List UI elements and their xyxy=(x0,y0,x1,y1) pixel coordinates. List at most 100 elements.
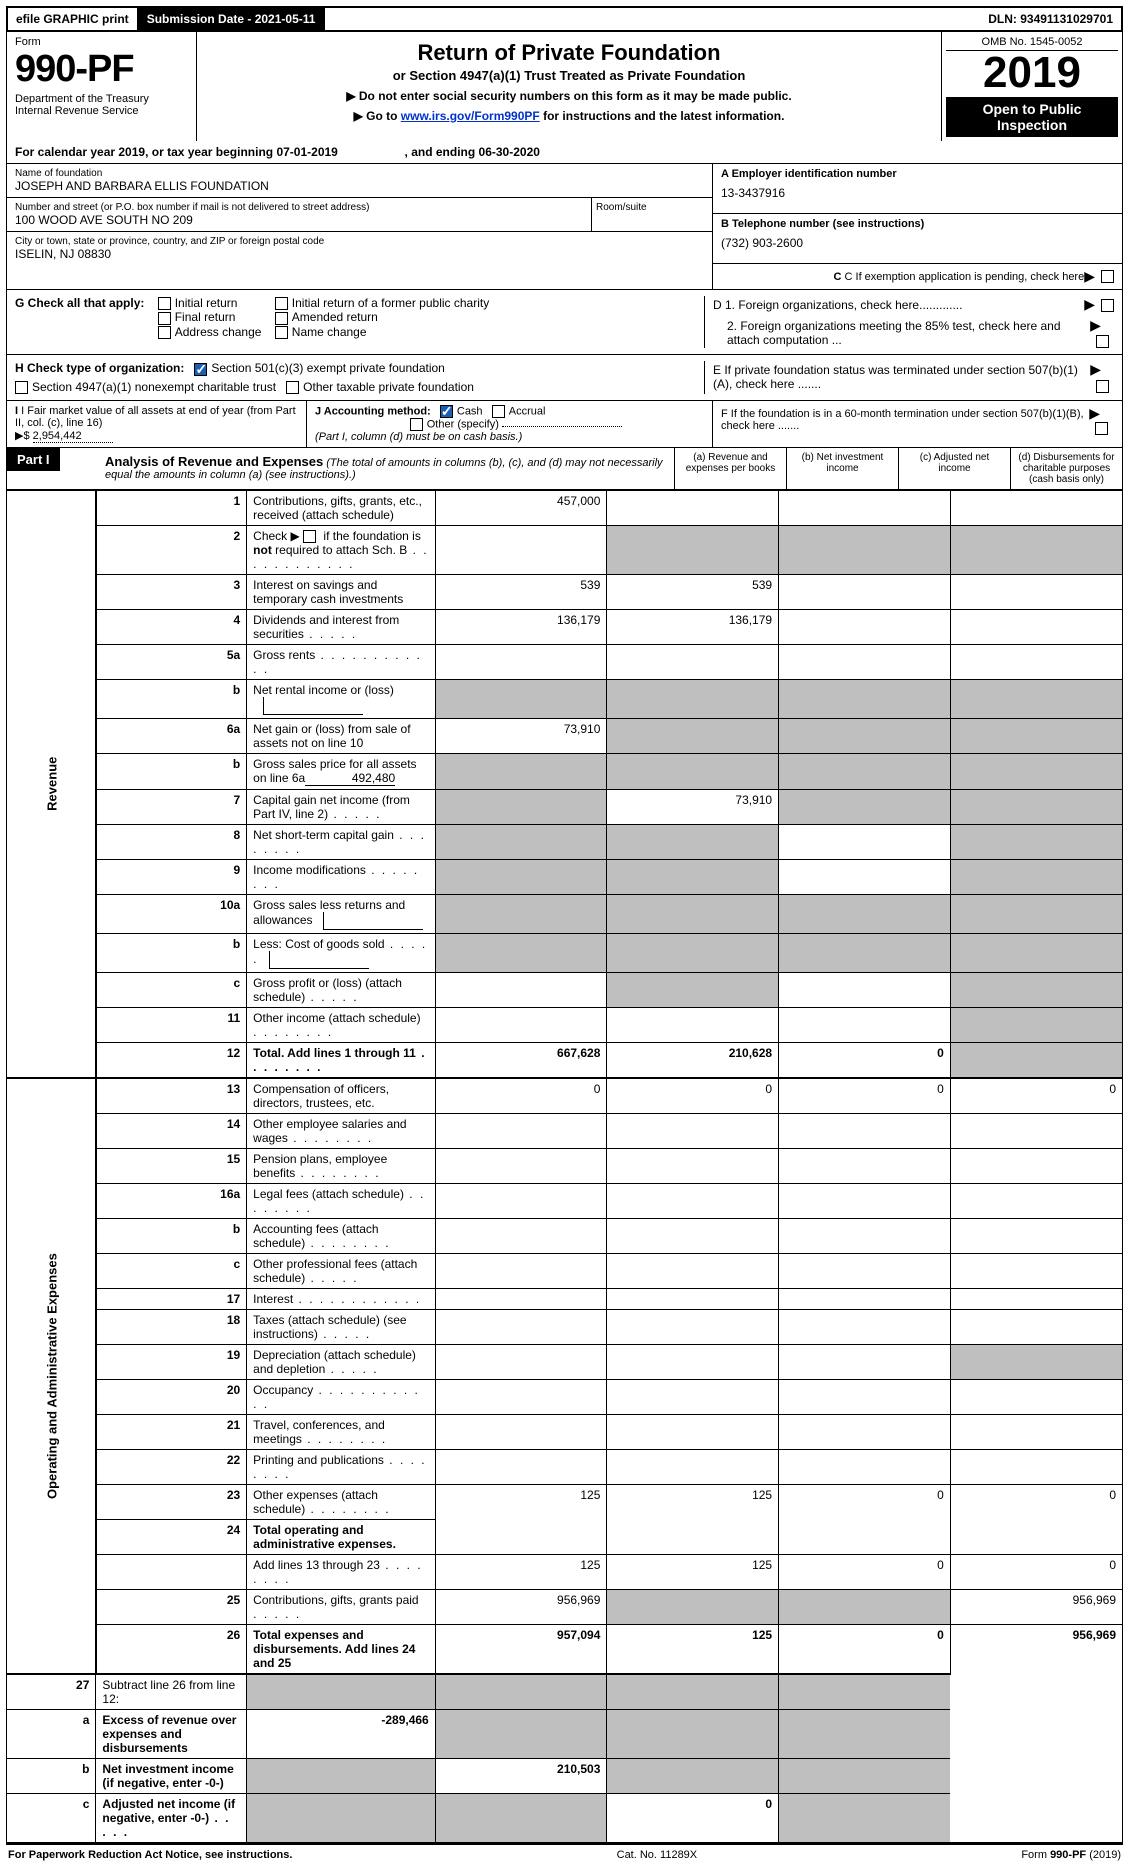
line-num: 12 xyxy=(96,1043,247,1079)
line-num: 18 xyxy=(96,1310,247,1345)
line-desc: Adjusted net income (if negative, enter … xyxy=(96,1794,247,1843)
amt-d xyxy=(950,719,1122,754)
h-4947-checkbox[interactable] xyxy=(15,381,28,394)
amt-b: 125 xyxy=(607,1625,779,1675)
amt-a xyxy=(435,825,607,860)
g-initial-return-checkbox[interactable] xyxy=(158,297,171,310)
h-other-taxable-checkbox[interactable] xyxy=(286,381,299,394)
amt-b xyxy=(607,490,779,525)
line-desc: Subtract line 26 from line 12: xyxy=(96,1674,247,1710)
header-right: OMB No. 1545-0052 2019 Open to Public In… xyxy=(942,32,1122,141)
d2-checkbox[interactable] xyxy=(1096,335,1109,348)
g-initial-former-checkbox[interactable] xyxy=(275,297,288,310)
amt-c xyxy=(779,1345,951,1380)
amt-c: 0 xyxy=(607,1794,779,1843)
i-label: I Fair market value of all assets at end… xyxy=(15,405,296,429)
g-address-change-checkbox[interactable] xyxy=(158,326,171,339)
amt-a xyxy=(435,1520,607,1555)
line-num: 22 xyxy=(96,1450,247,1485)
amt-a xyxy=(435,1310,607,1345)
line-desc: Add lines 13 through 23 xyxy=(247,1555,436,1590)
h-501c3-checkbox[interactable] xyxy=(194,363,207,376)
schb-checkbox[interactable] xyxy=(303,530,316,543)
line-num: 19 xyxy=(96,1345,247,1380)
form-header: Form 990-PF Department of the Treasury I… xyxy=(6,32,1123,141)
d1-checkbox[interactable] xyxy=(1101,299,1114,312)
amt-c xyxy=(779,1008,951,1043)
j-other: Other (specify) xyxy=(427,418,499,430)
amt-b xyxy=(607,1450,779,1485)
footer-left: For Paperwork Reduction Act Notice, see … xyxy=(8,1849,292,1861)
arrow-icon: ▶ xyxy=(1084,268,1095,285)
amt-c xyxy=(779,610,951,645)
amt-d xyxy=(950,1345,1122,1380)
amt-a: 539 xyxy=(435,575,607,610)
amt-b xyxy=(435,1794,607,1843)
amt-c xyxy=(779,934,951,973)
amt-c xyxy=(779,490,951,525)
footer-right: Form 990-PF (2019) xyxy=(1021,1849,1121,1861)
g-opt-former: Initial return of a former public charit… xyxy=(292,296,489,310)
amt-c xyxy=(779,1254,951,1289)
h-opt1: Section 501(c)(3) exempt private foundat… xyxy=(211,361,444,375)
d2-label: 2. Foreign organizations meeting the 85%… xyxy=(713,319,1090,347)
e-checkbox[interactable] xyxy=(1096,380,1109,393)
line-num: b xyxy=(96,934,247,973)
tax-year: 2019 xyxy=(946,51,1118,95)
efile-label[interactable]: efile GRAPHIC print xyxy=(8,8,139,30)
amt-c xyxy=(779,1289,951,1310)
foundation-name: JOSEPH AND BARBARA ELLIS FOUNDATION xyxy=(15,179,704,193)
g-final-return-checkbox[interactable] xyxy=(158,312,171,325)
amt-d xyxy=(950,1114,1122,1149)
line-desc: Compensation of officers, directors, tru… xyxy=(247,1078,436,1114)
j-note: (Part I, column (d) must be on cash basi… xyxy=(315,431,522,443)
j-cash-checkbox[interactable] xyxy=(440,405,453,418)
amt-a: 125 xyxy=(435,1485,607,1520)
amt-a xyxy=(247,1794,436,1843)
amt-c xyxy=(779,895,951,934)
line-desc: Net gain or (loss) from sale of assets n… xyxy=(247,719,436,754)
g-amended-checkbox[interactable] xyxy=(275,312,288,325)
amt-b: 210,503 xyxy=(435,1759,607,1794)
g-name-change-checkbox[interactable] xyxy=(275,326,288,339)
amt-d xyxy=(779,1794,951,1843)
amt-d xyxy=(950,1310,1122,1345)
line-desc: Interest on savings and temporary cash i… xyxy=(247,575,436,610)
amt-c xyxy=(779,525,951,574)
amt-b xyxy=(607,1310,779,1345)
amt-c xyxy=(779,1415,951,1450)
amt-c xyxy=(607,1759,779,1794)
amt-c xyxy=(779,973,951,1008)
j-accrual: Accrual xyxy=(509,405,546,417)
f-checkbox[interactable] xyxy=(1095,422,1108,435)
cal-year-prefix: For calendar year 2019, or tax year begi… xyxy=(15,145,276,159)
d1-label: D 1. Foreign organizations, check here..… xyxy=(713,298,962,312)
j-other-checkbox[interactable] xyxy=(410,418,423,431)
j-accrual-checkbox[interactable] xyxy=(492,405,505,418)
amt-a: 136,179 xyxy=(435,610,607,645)
ijf-row: I I Fair market value of all assets at e… xyxy=(7,401,1122,448)
j-label: J Accounting method: xyxy=(315,405,431,417)
line-num: 25 xyxy=(96,1590,247,1625)
col-a-header: (a) Revenue and expenses per books xyxy=(674,448,786,489)
amt-d xyxy=(950,575,1122,610)
line-desc: Gross sales less returns and allowances xyxy=(247,895,436,934)
line-desc: Occupancy xyxy=(247,1380,436,1415)
amt-d xyxy=(950,754,1122,790)
arrow-icon: ▶ xyxy=(1090,361,1101,377)
form-word: Form xyxy=(15,36,188,48)
amt-d xyxy=(950,490,1122,525)
line-desc: Other professional fees (attach schedule… xyxy=(247,1254,436,1289)
line-desc: Travel, conferences, and meetings xyxy=(247,1415,436,1450)
line-desc: Net short-term capital gain xyxy=(247,825,436,860)
entity-info: Name of foundation JOSEPH AND BARBARA EL… xyxy=(7,164,1122,289)
amt-d xyxy=(950,680,1122,719)
amt-b: 125 xyxy=(607,1555,779,1590)
irs-link[interactable]: www.irs.gov/Form990PF xyxy=(401,109,540,123)
amt-d xyxy=(950,1008,1122,1043)
c-checkbox[interactable] xyxy=(1101,270,1114,283)
end-date: 06-30-2020 xyxy=(479,145,540,159)
room-suite-cell: Room/suite xyxy=(592,198,712,231)
open-public-badge: Open to Public Inspection xyxy=(946,97,1118,137)
amt-c xyxy=(779,1310,951,1345)
